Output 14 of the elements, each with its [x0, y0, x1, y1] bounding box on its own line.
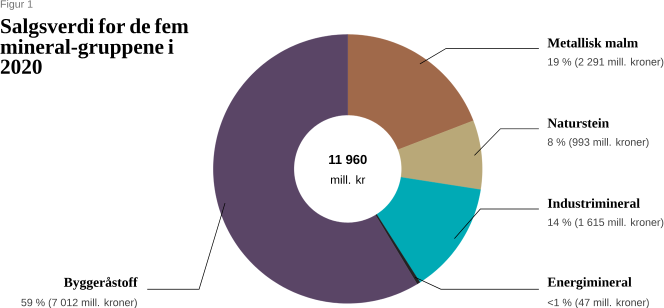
- slice-label: Energimineral: [548, 276, 632, 290]
- text: 11 960: [329, 154, 367, 164]
- slice-label: Industrimineral: [548, 198, 640, 208]
- chart-title: Salgsverdi for de fem mineral-gruppene i 2020: [0, 18, 188, 74]
- data-label: 14 % (1 615 mill. kroner): [548, 218, 664, 228]
- slice-label: Naturstein: [548, 118, 609, 128]
- slice-label: Metallisk malm: [548, 38, 638, 48]
- data-label: 19 % (2 291 mill. kroner): [548, 58, 664, 68]
- text: Figur 1: [0, 0, 33, 10]
- slice-label: Byggeråstoff: [64, 276, 138, 290]
- text: mill. kr: [330, 175, 366, 184]
- data-label: 8 % (993 mill. kroner): [548, 138, 649, 148]
- data-label: <1 % (47 mill. kroner): [548, 298, 649, 308]
- data-label: 59 % (7 012 mill. kroner): [21, 298, 137, 308]
